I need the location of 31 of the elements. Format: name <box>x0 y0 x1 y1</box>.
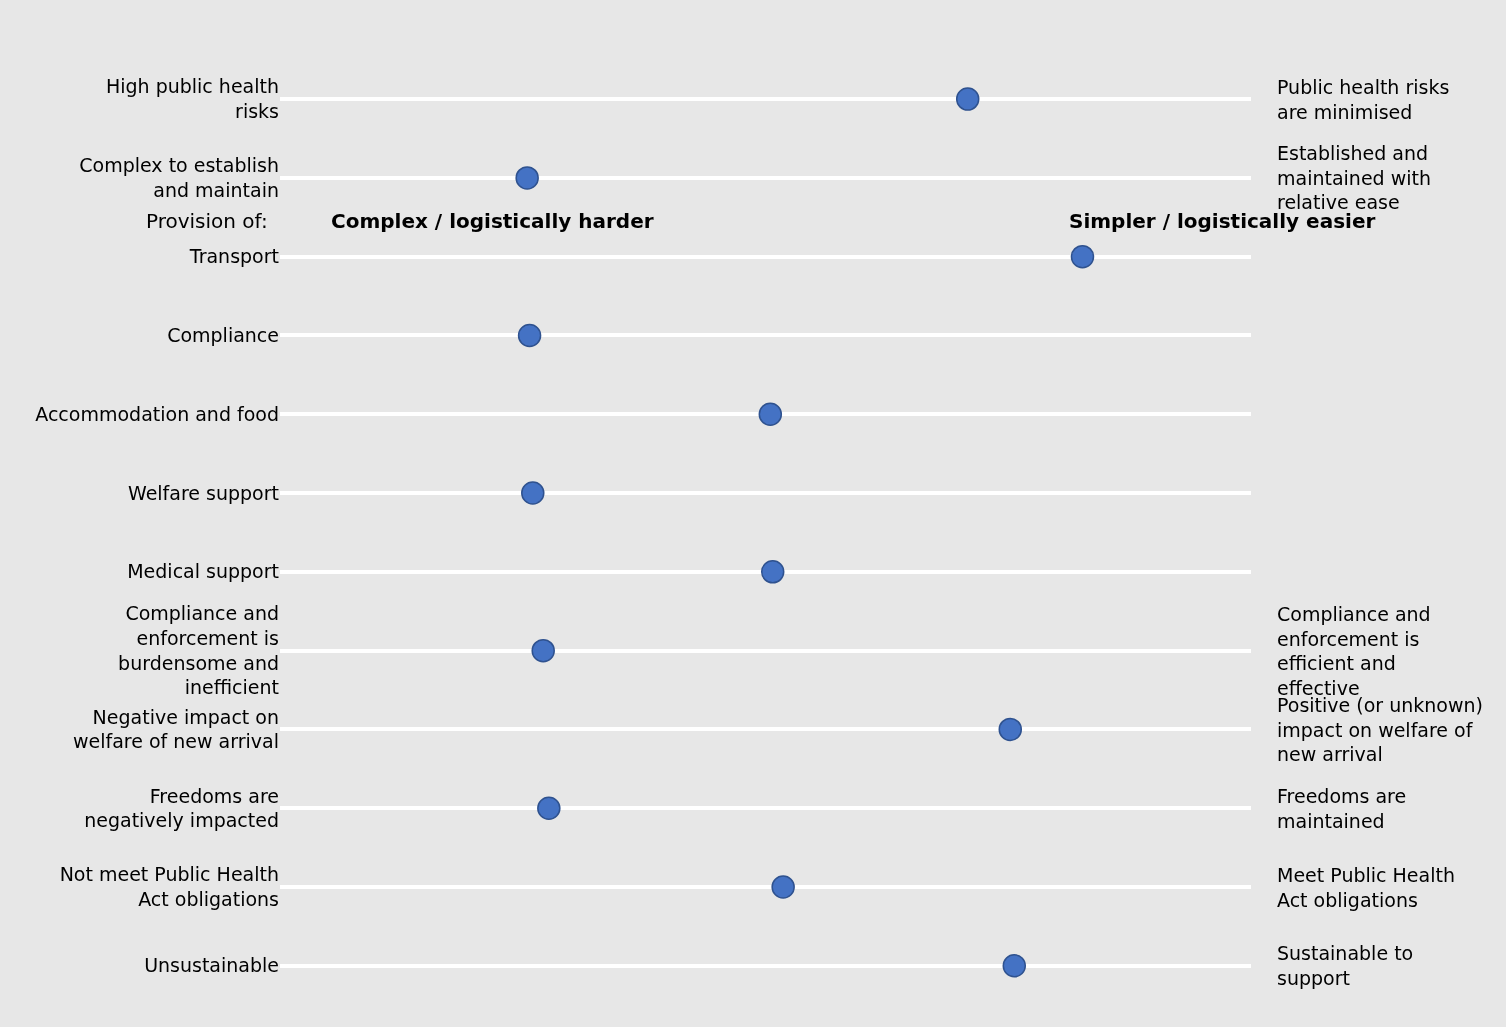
y-tick-label: Complex to establish and maintain <box>79 154 279 201</box>
y-tick-label: Compliance <box>167 324 279 347</box>
point <box>771 875 795 899</box>
point <box>1002 954 1027 978</box>
y-tick-label: Freedoms are negatively impacted <box>84 784 279 832</box>
point <box>1070 244 1095 269</box>
y2-tick-label: Positive (or unknown) impact on welfare of new arrival <box>1277 694 1483 766</box>
point <box>531 638 555 663</box>
point <box>760 560 785 584</box>
annotation: Complex / logistically harder <box>331 209 654 233</box>
y2-tick-label: Meet Public Health Act obligations <box>1277 864 1455 911</box>
y-tick-label: Welfare support <box>127 481 279 504</box>
y-tick-label: Transport <box>188 245 279 268</box>
point <box>955 87 980 111</box>
y2-tick-label: Public health risks are minimised <box>1277 76 1450 123</box>
y-tick-label: Unsustainable <box>144 954 279 977</box>
y-tick-label: Accommodation and food <box>35 402 279 425</box>
point <box>758 402 783 426</box>
y2-tick-label: Freedoms are maintained <box>1277 785 1407 832</box>
point <box>521 481 545 505</box>
point <box>537 796 561 820</box>
y2-tick-label: Sustainable to support <box>1277 942 1414 989</box>
y-tick-label: Not meet Public Health Act obligations <box>59 863 279 910</box>
point <box>517 323 542 348</box>
y-tick-label: Compliance and enforcement is burdensome and inefficient <box>118 602 279 699</box>
y-tick-label: Medical support <box>127 560 279 583</box>
y-tick-label: High public health risks <box>105 75 279 123</box>
text: Provision of: <box>146 209 268 233</box>
y-tick-label: Negative impact on welfare of new arrival <box>72 705 279 753</box>
point <box>998 717 1023 742</box>
point <box>515 166 539 190</box>
